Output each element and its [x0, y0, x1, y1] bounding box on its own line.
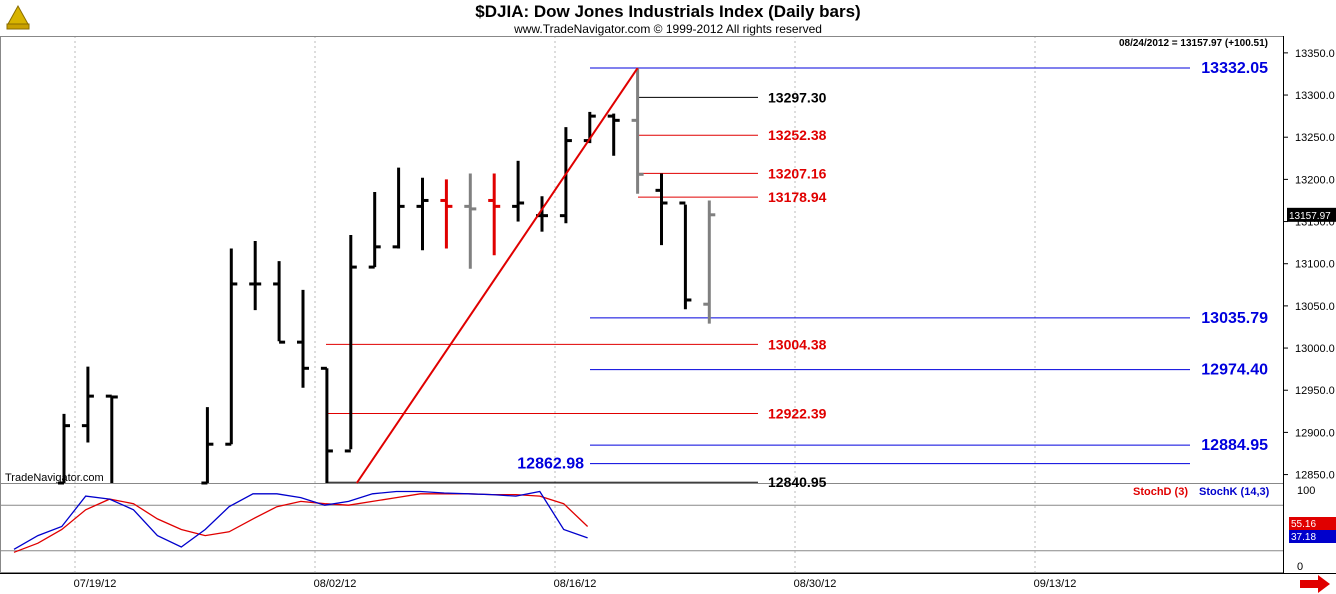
level-label: 12922.39: [768, 406, 827, 422]
copyright-text: www.TradeNavigator.com © 1999-2012 All r…: [513, 22, 822, 36]
trendline-segment: [355, 67, 639, 484]
level-label: 13004.38: [768, 336, 827, 352]
stoch-value-box: [1289, 517, 1336, 530]
stoch-y-tick-label: 0: [1297, 561, 1303, 573]
level-label: 12862.98: [517, 456, 584, 473]
last-price-label: 13157.97: [1289, 211, 1331, 222]
legend-stochd: StochD (3): [1133, 486, 1188, 498]
ohlc-bar: [607, 113, 620, 156]
y-tick-label: 13100.0: [1295, 259, 1335, 271]
level-label: 13297.30: [768, 89, 827, 105]
x-tick-label: 09/13/12: [1034, 578, 1077, 590]
y-tick-label: 13300.0: [1295, 90, 1335, 102]
trendline: [355, 67, 639, 484]
ohlc-bar: [344, 235, 357, 453]
level-lines: 13332.05 13297.30 13252.38 13207.16 13178.94…: [326, 60, 1268, 490]
level-label: 12840.95: [768, 474, 827, 490]
x-tick-label: 08/30/12: [794, 578, 837, 590]
last-price-box: [1287, 207, 1336, 222]
y-tick-label: 12850.0: [1295, 470, 1335, 482]
ohlc-bar: [225, 248, 238, 446]
ohlc-bar: [368, 192, 381, 269]
ohlc-bar: [201, 407, 214, 485]
ohlc-bar: [249, 240, 262, 311]
logo-icon[interactable]: [4, 2, 32, 32]
y-tick-label: 12950.0: [1295, 385, 1335, 397]
ohlc-bar: [440, 179, 453, 249]
ohlc-bar: [320, 366, 333, 483]
y-tick-label: 13050.0: [1295, 301, 1335, 313]
y-tick-label: 13250.0: [1295, 132, 1335, 144]
level-label: 13035.79: [1201, 310, 1268, 327]
y-tick-label: 13350.0: [1295, 48, 1335, 60]
level-label: 13252.38: [768, 127, 827, 143]
ohlc-bar: [105, 394, 118, 483]
ohlc-bar: [416, 177, 429, 251]
ohlc-bar: [81, 366, 94, 443]
stoch-value-label: 55.16: [1291, 519, 1316, 530]
x-tick-label: 08/16/12: [554, 578, 597, 590]
ohlc-bar: [58, 413, 70, 485]
level-label: 12974.40: [1201, 362, 1268, 379]
last-bar-info: 08/24/2012 = 13157.97 (+100.51): [1119, 38, 1268, 49]
axes: 07/19/12 08/02/12 08/16/12 08/30/12 09/13/12…: [0, 36, 1336, 590]
ohlc-bars: [58, 68, 716, 485]
ohlc-bar: [512, 160, 525, 222]
stoch-y-tick-label: 100: [1297, 485, 1315, 497]
watermark-text: TradeNavigator.com: [5, 472, 104, 484]
ohlc-bar: [297, 289, 309, 388]
ohlc-bar: [679, 201, 692, 310]
y-tick-label: 13200.0: [1295, 174, 1335, 186]
level-label: 13332.05: [1201, 60, 1268, 77]
level-label: 13178.94: [768, 189, 827, 205]
level-label: 12884.95: [1201, 437, 1268, 454]
stochastic-panel: 0 100 StochD (3) StochK (14,3) 55.16 37.18: [0, 485, 1336, 573]
chart-title: $DJIA: Dow Jones Industrials Index (Dail…: [475, 2, 860, 21]
x-tick-label: 08/02/12: [314, 578, 357, 590]
price-panel-frame: [0, 36, 1284, 484]
scroll-right-icon[interactable]: [1300, 575, 1330, 593]
ohlc-bar: [703, 200, 716, 324]
y-tick-label: 12900.0: [1295, 427, 1335, 439]
ohlc-bar: [392, 167, 405, 249]
stoch-value-label: 37.18: [1291, 532, 1316, 543]
ohlc-bar: [488, 173, 501, 256]
ohlc-bar: [655, 173, 668, 246]
ohlc-bar: [464, 173, 477, 269]
y-tick-label: 13000.0: [1295, 343, 1335, 355]
legend-stochk: StochK (14,3): [1199, 486, 1270, 498]
grid: [74, 36, 1036, 573]
stoch-value-box: [1289, 530, 1336, 543]
stoch-series-line: [13, 493, 589, 553]
x-tick-label: 07/19/12: [74, 578, 117, 590]
stoch-series-line: [13, 490, 588, 550]
stoch-panel-frame: [0, 483, 1284, 573]
ohlc-bar: [631, 68, 644, 194]
level-label: 13207.16: [768, 165, 827, 181]
ohlc-bar: [273, 261, 286, 344]
